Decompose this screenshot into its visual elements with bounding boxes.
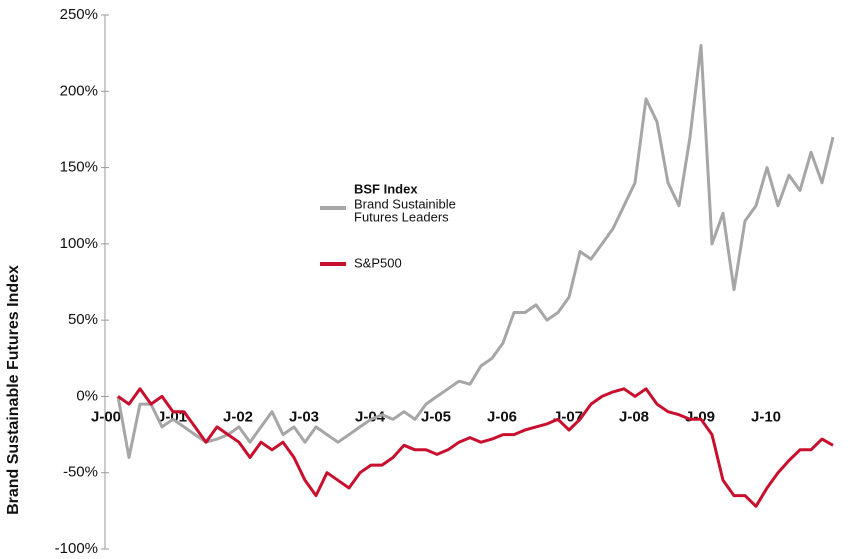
x-tick-label: J-02 xyxy=(223,408,253,425)
y-tick-label: -50% xyxy=(63,464,98,481)
series-line xyxy=(117,387,834,508)
x-tick-label: J-05 xyxy=(421,408,451,425)
x-tick-label: J-04 xyxy=(355,408,386,425)
y-tick-label: 250% xyxy=(60,6,98,23)
x-tick-label: J-08 xyxy=(619,408,649,425)
legend-label: BSF Index xyxy=(354,181,418,196)
x-tick-label: J-00 xyxy=(91,408,121,425)
legend-note: Brand Sustainible xyxy=(354,196,456,211)
y-tick-label: 0% xyxy=(76,387,98,404)
y-tick-label: 150% xyxy=(60,159,98,176)
x-tick-label: J-06 xyxy=(487,408,517,425)
x-tick-label: J-07 xyxy=(553,408,583,425)
series-line xyxy=(116,44,835,459)
x-tick-label: J-03 xyxy=(289,408,319,425)
y-axis-label: Brand Sustainable Futures Index xyxy=(5,265,22,515)
x-tick-label: J-09 xyxy=(685,408,715,425)
y-tick-label: 100% xyxy=(60,235,98,252)
y-tick-label: 200% xyxy=(60,82,98,99)
y-tick-label: -100% xyxy=(55,540,98,557)
legend-note: Futures Leaders xyxy=(354,209,449,224)
x-tick-label: J-10 xyxy=(751,408,781,425)
y-tick-label: 50% xyxy=(68,311,98,328)
legend-label: S&P500 xyxy=(354,255,402,270)
